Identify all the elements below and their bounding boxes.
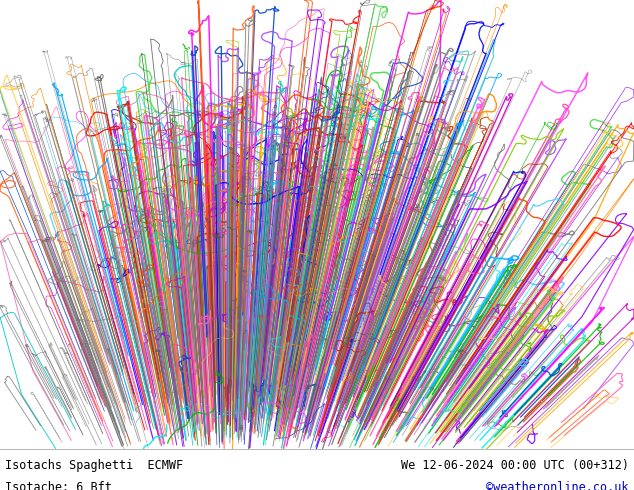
Text: Isotachs Spaghetti  ECMWF: Isotachs Spaghetti ECMWF	[5, 460, 183, 472]
Text: Isotache: 6 Bft: Isotache: 6 Bft	[5, 481, 112, 490]
Text: ©weatheronline.co.uk: ©weatheronline.co.uk	[486, 481, 629, 490]
Text: We 12-06-2024 00:00 UTC (00+312): We 12-06-2024 00:00 UTC (00+312)	[401, 460, 629, 472]
